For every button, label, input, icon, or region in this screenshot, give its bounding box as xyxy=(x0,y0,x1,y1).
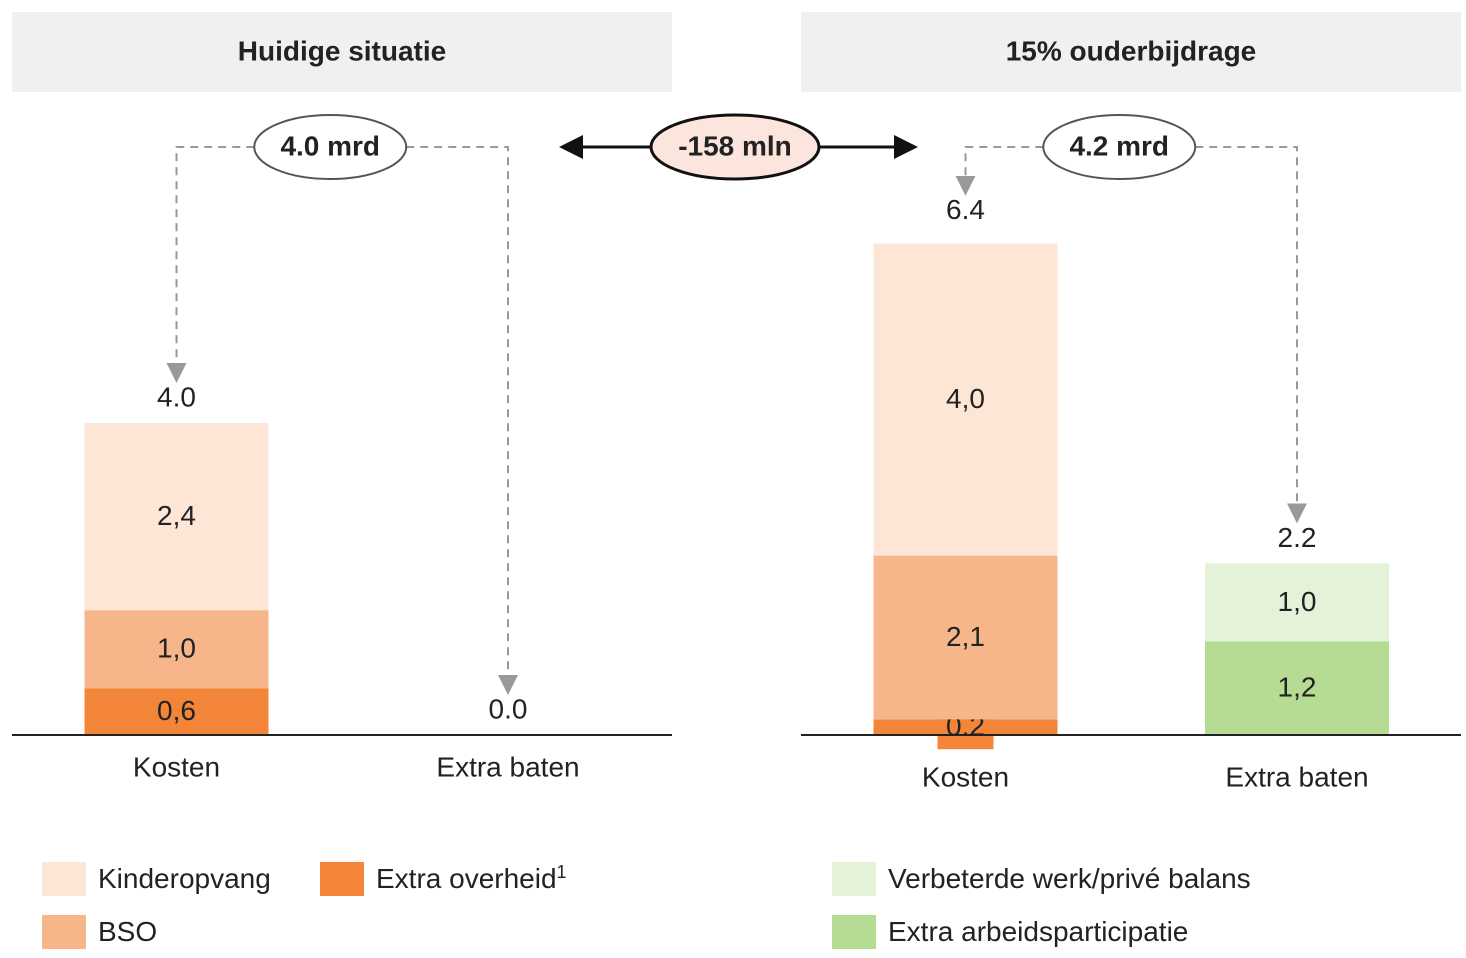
total-label: 2.2 xyxy=(1278,522,1317,553)
connector xyxy=(1195,146,1307,524)
total-label: 0.0 xyxy=(489,693,528,724)
legend-name: Kinderopvang xyxy=(98,863,271,894)
legend-swatch xyxy=(42,915,86,949)
value-label: 2,1 xyxy=(946,621,985,652)
annotation-oval xyxy=(1042,114,1197,180)
value-label: 1,2 xyxy=(1278,672,1317,703)
legend-footnote: 1 xyxy=(557,862,567,882)
value-label: 0,6 xyxy=(157,695,196,726)
panel-title: Huidige situatie xyxy=(238,35,446,66)
panel-header xyxy=(801,12,1461,92)
value-label: 1,0 xyxy=(1278,586,1317,617)
legend-swatch xyxy=(832,862,876,896)
legend-label: Kinderopvang xyxy=(98,863,271,894)
value-label: 2,4 xyxy=(157,500,196,531)
legend-label: Extra overheid1 xyxy=(376,862,567,895)
value-label: 4,0 xyxy=(946,383,985,414)
connector xyxy=(955,146,1044,196)
panel-header xyxy=(12,12,672,92)
bar-segment xyxy=(873,243,1058,556)
legend-label: Verbeterde werk/privé balans xyxy=(888,863,1251,894)
legend-name: BSO xyxy=(98,916,157,947)
connector xyxy=(406,146,518,695)
legend-swatch xyxy=(320,862,364,896)
total-label: 6.4 xyxy=(946,194,985,225)
difference-oval xyxy=(649,113,821,181)
annotation: 4.2 mrd xyxy=(1069,130,1169,161)
annotation-oval xyxy=(253,114,408,180)
x-tick-label: Kosten xyxy=(133,751,220,782)
bar-segment xyxy=(1205,641,1389,735)
bar-segment xyxy=(84,688,269,735)
legend-label: BSO xyxy=(98,916,157,947)
bar-segment xyxy=(84,610,269,689)
connector xyxy=(166,146,255,383)
x-tick-label: Extra baten xyxy=(1225,761,1368,792)
bar-segment xyxy=(1205,563,1389,642)
legend-name: Verbeterde werk/privé balans xyxy=(888,863,1251,894)
difference-label: -158 mln xyxy=(678,130,792,161)
legend-swatch xyxy=(42,862,86,896)
x-tick-label: Kosten xyxy=(922,761,1009,792)
bar-segment xyxy=(84,423,269,611)
annotation: 4.0 mrd xyxy=(280,130,380,161)
total-label: 4.0 xyxy=(157,381,196,412)
panel-title: 15% ouderbijdrage xyxy=(1006,35,1257,66)
legend-label: Extra arbeidsparticipatie xyxy=(888,916,1188,947)
x-tick-label: Extra baten xyxy=(436,751,579,782)
bar-segment xyxy=(873,555,1058,720)
value-label: 1,0 xyxy=(157,633,196,664)
legend-swatch xyxy=(832,915,876,949)
legend-name: Extra arbeidsparticipatie xyxy=(888,916,1188,947)
legend-name: Extra overheid xyxy=(376,863,557,894)
